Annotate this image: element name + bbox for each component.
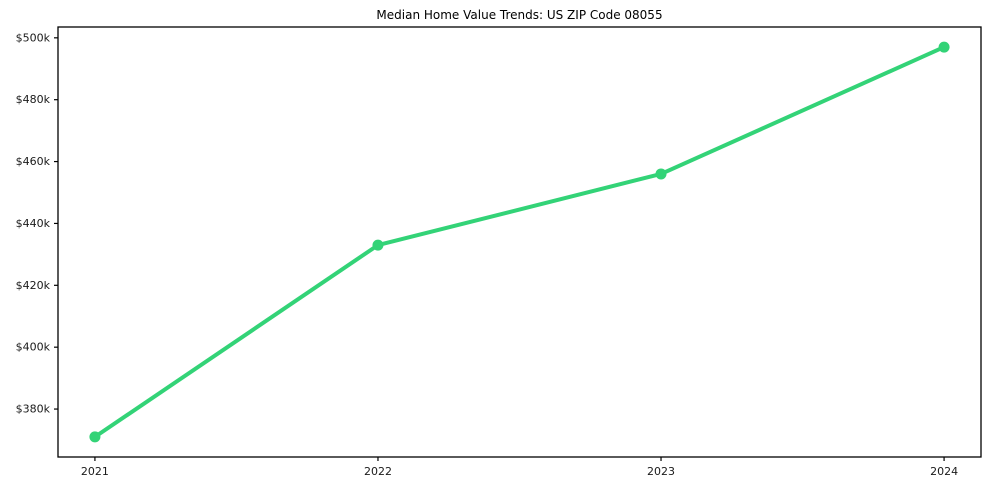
y-tick-label: $500k <box>16 31 51 44</box>
data-point-marker <box>372 239 384 251</box>
y-tick-label: $480k <box>16 93 51 106</box>
data-point-marker <box>655 168 667 180</box>
y-tick-label: $420k <box>16 279 51 292</box>
y-tick-label: $380k <box>16 403 51 416</box>
data-point-marker <box>938 41 950 53</box>
y-tick-label: $460k <box>16 155 51 168</box>
x-tick-label: 2024 <box>930 465 958 478</box>
chart-title: Median Home Value Trends: US ZIP Code 08… <box>376 8 663 22</box>
x-tick-label: 2022 <box>364 465 392 478</box>
x-tick-label: 2023 <box>647 465 675 478</box>
y-tick-label: $440k <box>16 217 51 230</box>
data-point-marker <box>89 431 101 443</box>
plot-border <box>57 26 982 458</box>
x-tick-label: 2021 <box>81 465 109 478</box>
y-tick-label: $400k <box>16 341 51 354</box>
series-line <box>92 45 947 439</box>
